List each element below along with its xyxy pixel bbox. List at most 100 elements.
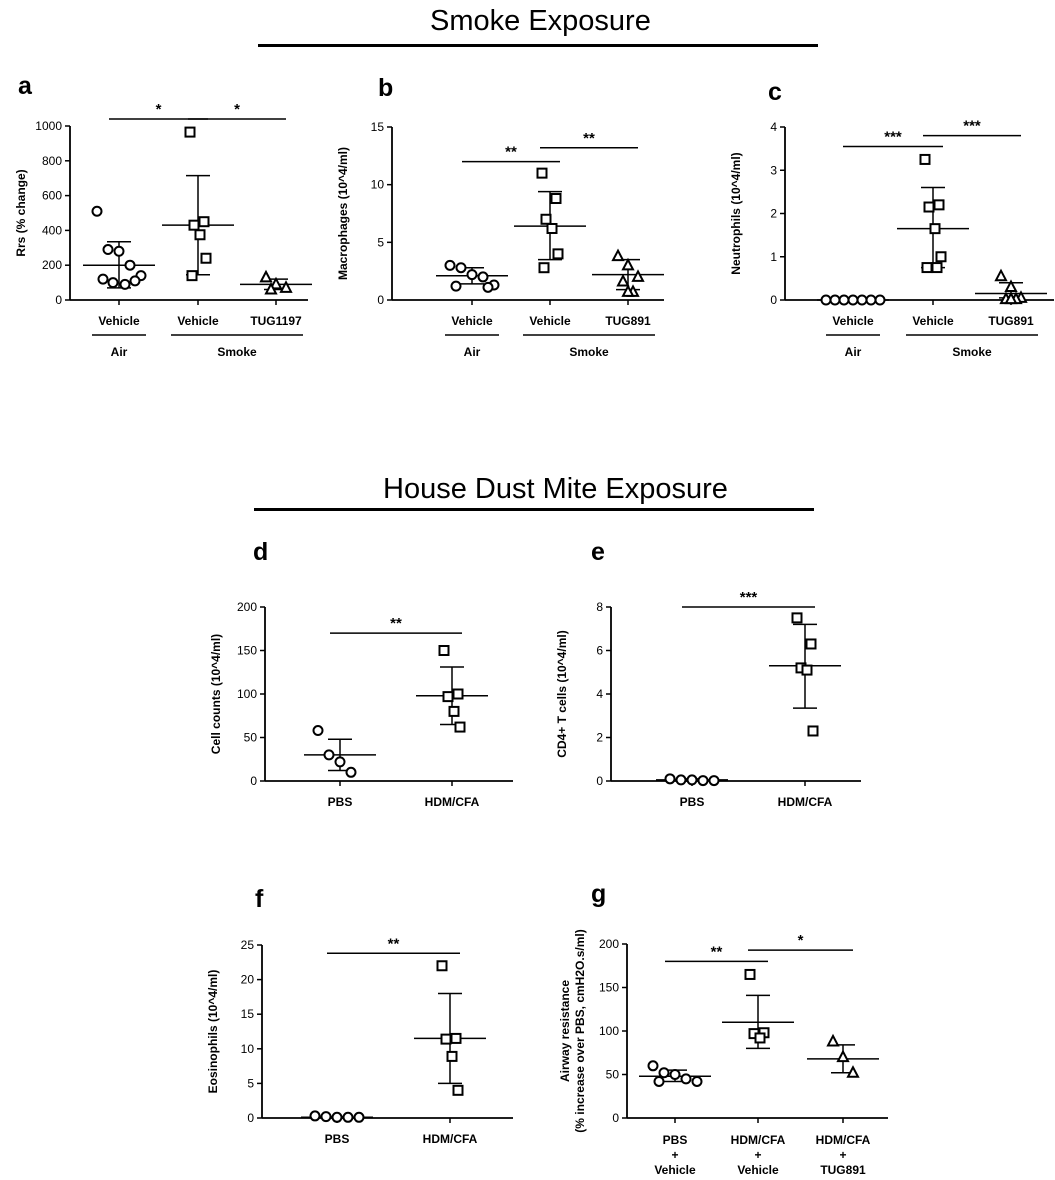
group-0: [304, 725, 376, 778]
data-point: [675, 774, 687, 786]
smoke-section-title: Smoke Exposure: [430, 5, 651, 37]
data-point: [1004, 291, 1018, 305]
group-1: [769, 612, 841, 737]
group-1: [416, 645, 488, 733]
x-group-label-line: +: [839, 1148, 846, 1162]
data-point: [540, 213, 552, 225]
y-tick-label: 0: [55, 293, 62, 307]
x-group-label: Vehicle: [832, 314, 874, 328]
data-point: [697, 775, 709, 787]
data-point: [807, 725, 819, 737]
data-point: [334, 756, 346, 768]
data-point: [97, 273, 109, 285]
y-tick-label: 3: [770, 163, 777, 177]
data-point: [838, 294, 850, 306]
data-point: [345, 766, 357, 778]
y-axis-title: Cell counts (10^4/ml): [209, 634, 223, 754]
x-group-label: HDM/CFA: [778, 795, 833, 809]
significance-label: ***: [884, 128, 902, 145]
data-point: [102, 244, 114, 256]
panel-label-e: e: [591, 538, 605, 566]
y-axis-title: Neutrophils (10^4/ml): [729, 152, 743, 274]
group-2: [240, 269, 312, 295]
x-group-label: HDM/CFA: [425, 795, 480, 809]
data-point: [259, 269, 273, 283]
y-tick-label: 15: [241, 1007, 255, 1021]
group-1: [162, 126, 234, 282]
data-point: [744, 968, 756, 980]
y-tick-label: 0: [770, 293, 777, 307]
data-point: [119, 278, 131, 290]
data-point: [865, 294, 877, 306]
data-point: [691, 1075, 703, 1087]
y-tick-label: 1000: [35, 119, 62, 133]
data-point: [631, 269, 645, 282]
y-tick-label: 5: [247, 1076, 254, 1090]
data-point: [452, 688, 464, 700]
x-group-label-line: Vehicle: [737, 1163, 779, 1177]
data-point: [546, 222, 558, 234]
x-group-label: PBS: [328, 795, 353, 809]
y-axis-title: Eosinophils (10^4/ml): [206, 970, 220, 1094]
y-tick-label: 8: [596, 600, 603, 614]
y-tick-label: 5: [377, 235, 384, 249]
data-point: [552, 248, 564, 260]
data-point: [444, 259, 456, 271]
data-point: [320, 1111, 332, 1123]
x-group-label: Vehicle: [177, 314, 219, 328]
data-point: [921, 262, 933, 274]
x-group-label: Vehicle: [529, 314, 571, 328]
y-tick-label: 100: [237, 687, 257, 701]
data-point: [188, 219, 200, 231]
data-point: [856, 294, 868, 306]
significance-label: **: [388, 935, 400, 952]
data-point: [452, 1084, 464, 1096]
data-point: [669, 1069, 681, 1080]
x-group-label: PBS: [325, 1132, 350, 1146]
data-point: [826, 1033, 840, 1047]
data-point: [874, 294, 886, 306]
data-point: [929, 223, 941, 235]
data-point: [664, 773, 676, 785]
data-point: [440, 1033, 452, 1045]
data-point: [847, 294, 859, 306]
data-point: [653, 1075, 665, 1087]
data-point: [184, 126, 196, 138]
data-point: [113, 245, 125, 257]
y-tick-label: 20: [241, 973, 255, 987]
group-1: [414, 960, 486, 1096]
smoke-section-rule: [258, 44, 818, 47]
y-tick-label: 200: [599, 937, 619, 951]
data-point: [466, 269, 478, 281]
x-group-label-line: Vehicle: [654, 1163, 696, 1177]
x-group-label: HDM/CFA: [423, 1132, 478, 1146]
y-tick-label: 0: [377, 293, 384, 307]
data-point: [658, 1067, 670, 1079]
group-bracket-label: Air: [464, 345, 481, 359]
significance-label: **: [390, 615, 402, 632]
data-point: [107, 277, 119, 289]
data-point: [342, 1111, 354, 1123]
panel-label-a: a: [18, 72, 32, 100]
data-point: [455, 262, 467, 274]
group-bracket-label: Air: [845, 345, 862, 359]
y-tick-label: 50: [244, 731, 258, 745]
x-group-label-line: PBS: [663, 1133, 688, 1147]
data-point: [829, 294, 841, 306]
group-2: [807, 1033, 879, 1078]
group-1: [897, 153, 969, 274]
panel-c: 0 1 2 3 4 Neutrophils (10^4/ml) Vehicle Vehicle…: [729, 118, 1054, 359]
significance-label: *: [234, 101, 240, 118]
y-tick-label: 0: [250, 774, 257, 788]
data-point: [436, 960, 448, 972]
y-axis-title: CD4+ T cells (10^4/ml): [555, 630, 569, 757]
panel-b: 0 5 10 15 Macrophages (10^4/ml) Vehicle Vehicl…: [336, 120, 664, 359]
x-group-label: Vehicle: [451, 314, 493, 328]
data-point: [448, 705, 460, 717]
y-tick-label: 15: [371, 120, 385, 134]
x-group-label-line: +: [671, 1148, 678, 1162]
x-group-label-line: +: [754, 1148, 761, 1162]
data-point: [801, 664, 813, 676]
data-point: [536, 167, 548, 179]
data-point: [611, 248, 625, 262]
